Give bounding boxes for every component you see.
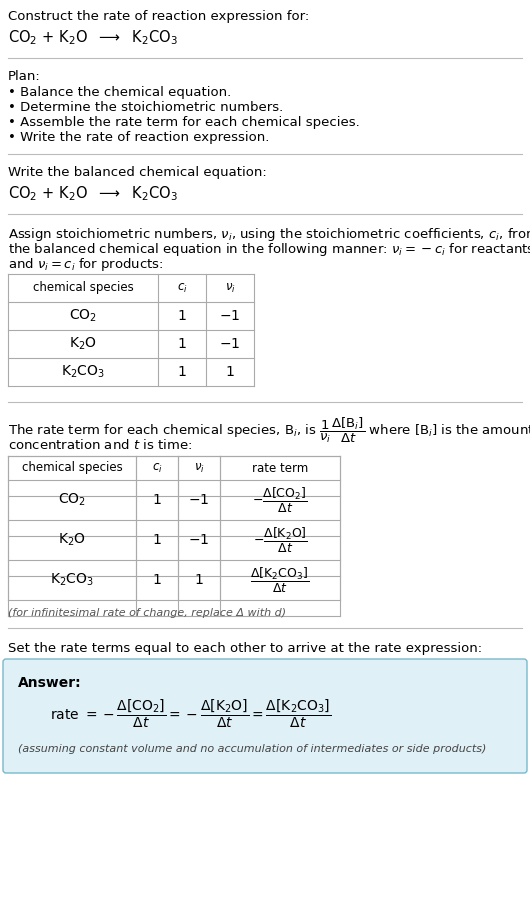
Text: 1: 1 xyxy=(153,493,162,507)
Text: • Determine the stoichiometric numbers.: • Determine the stoichiometric numbers. xyxy=(8,101,283,114)
Text: 1: 1 xyxy=(153,533,162,547)
Text: concentration and $t$ is time:: concentration and $t$ is time: xyxy=(8,438,192,452)
Text: $-1$: $-1$ xyxy=(219,337,241,351)
Text: Answer:: Answer: xyxy=(18,676,82,690)
FancyBboxPatch shape xyxy=(3,659,527,773)
Text: $-\dfrac{\Delta[\mathrm{CO_2}]}{\Delta t}$: $-\dfrac{\Delta[\mathrm{CO_2}]}{\Delta t… xyxy=(252,486,308,514)
Text: K$_2$CO$_3$: K$_2$CO$_3$ xyxy=(50,571,94,588)
Text: $\nu_i$: $\nu_i$ xyxy=(225,281,235,295)
Text: $c_i$: $c_i$ xyxy=(176,281,188,295)
Text: 1: 1 xyxy=(153,573,162,587)
Text: 1: 1 xyxy=(178,337,187,351)
Text: $\dfrac{\Delta[\mathrm{K_2CO_3}]}{\Delta t}$: $\dfrac{\Delta[\mathrm{K_2CO_3}]}{\Delta… xyxy=(251,565,310,594)
Text: Plan:: Plan: xyxy=(8,70,41,83)
Text: K$_2$O: K$_2$O xyxy=(58,531,86,548)
Text: • Assemble the rate term for each chemical species.: • Assemble the rate term for each chemic… xyxy=(8,116,360,129)
Text: K$_2$CO$_3$: K$_2$CO$_3$ xyxy=(61,364,105,380)
Text: $-1$: $-1$ xyxy=(188,533,210,547)
Text: $-1$: $-1$ xyxy=(219,309,241,323)
Text: Assign stoichiometric numbers, $\nu_i$, using the stoichiometric coefficients, $: Assign stoichiometric numbers, $\nu_i$, … xyxy=(8,226,530,243)
Text: • Write the rate of reaction expression.: • Write the rate of reaction expression. xyxy=(8,131,269,144)
Text: rate $= -\dfrac{\Delta[\mathrm{CO_2}]}{\Delta t} = -\dfrac{\Delta[\mathrm{K_2O}]: rate $= -\dfrac{\Delta[\mathrm{CO_2}]}{\… xyxy=(50,698,331,731)
Text: rate term: rate term xyxy=(252,461,308,474)
Text: (for infinitesimal rate of change, replace Δ with d): (for infinitesimal rate of change, repla… xyxy=(8,608,286,618)
Text: Set the rate terms equal to each other to arrive at the rate expression:: Set the rate terms equal to each other t… xyxy=(8,642,482,655)
Text: Write the balanced chemical equation:: Write the balanced chemical equation: xyxy=(8,166,267,179)
Text: $-\dfrac{\Delta[\mathrm{K_2O}]}{\Delta t}$: $-\dfrac{\Delta[\mathrm{K_2O}]}{\Delta t… xyxy=(253,525,307,554)
Text: (assuming constant volume and no accumulation of intermediates or side products): (assuming constant volume and no accumul… xyxy=(18,744,487,754)
Text: chemical species: chemical species xyxy=(33,281,134,295)
Text: $c_i$: $c_i$ xyxy=(152,461,162,474)
Text: the balanced chemical equation in the following manner: $\nu_i = -c_i$ for react: the balanced chemical equation in the fo… xyxy=(8,241,530,258)
Text: $-1$: $-1$ xyxy=(188,493,210,507)
Text: chemical species: chemical species xyxy=(22,461,122,474)
Text: K$_2$O: K$_2$O xyxy=(69,336,97,352)
Text: CO$_2$: CO$_2$ xyxy=(69,308,97,324)
Text: and $\nu_i = c_i$ for products:: and $\nu_i = c_i$ for products: xyxy=(8,256,164,273)
Text: $1$: $1$ xyxy=(194,573,204,587)
Text: 1: 1 xyxy=(178,309,187,323)
Text: CO$_2$: CO$_2$ xyxy=(58,491,86,508)
Text: CO$_2$ + K$_2$O  $\longrightarrow$  K$_2$CO$_3$: CO$_2$ + K$_2$O $\longrightarrow$ K$_2$C… xyxy=(8,184,178,203)
Text: The rate term for each chemical species, B$_i$, is $\dfrac{1}{\nu_i}\dfrac{\Delt: The rate term for each chemical species,… xyxy=(8,416,530,445)
Text: $1$: $1$ xyxy=(225,365,235,379)
Text: 1: 1 xyxy=(178,365,187,379)
Text: • Balance the chemical equation.: • Balance the chemical equation. xyxy=(8,86,231,99)
Text: Construct the rate of reaction expression for:: Construct the rate of reaction expressio… xyxy=(8,10,309,23)
Text: CO$_2$ + K$_2$O  $\longrightarrow$  K$_2$CO$_3$: CO$_2$ + K$_2$O $\longrightarrow$ K$_2$C… xyxy=(8,28,178,46)
Text: $\nu_i$: $\nu_i$ xyxy=(193,461,205,474)
